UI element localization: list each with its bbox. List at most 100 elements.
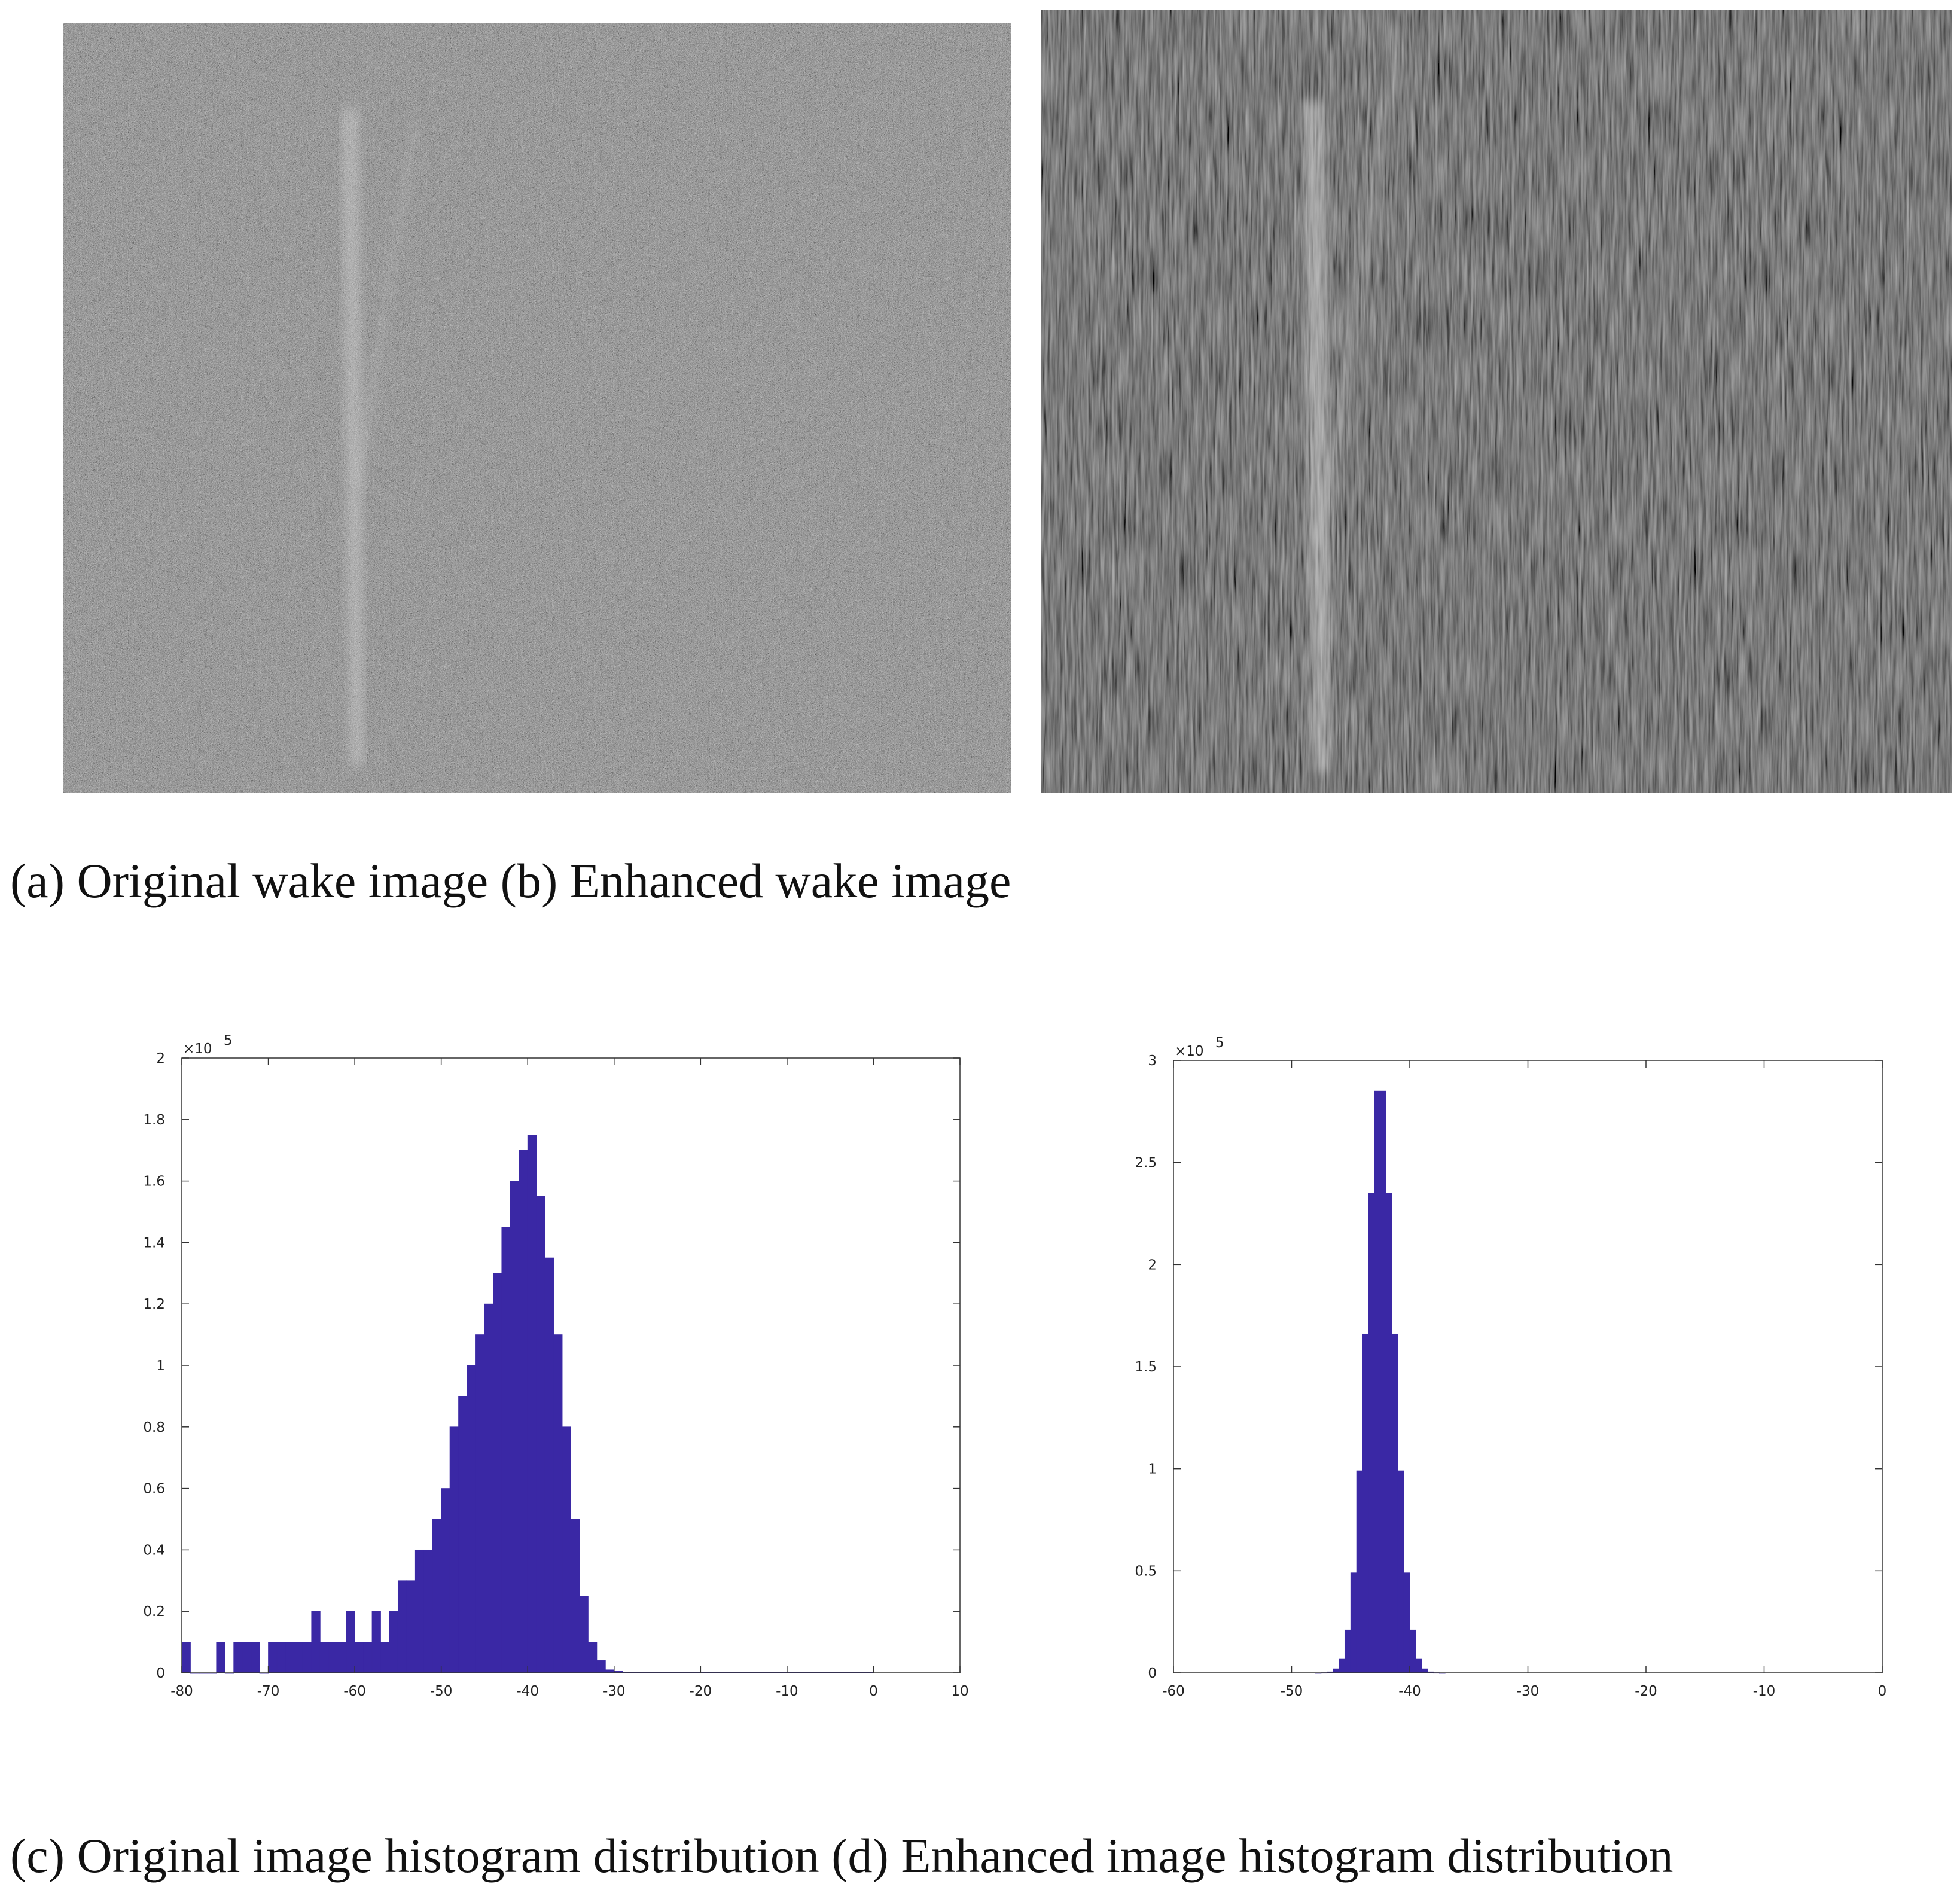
histogram-bar	[527, 1135, 537, 1673]
histogram-bar	[1374, 1090, 1381, 1673]
caption-bottom: (c) Original image histogram distributio…	[10, 1828, 1674, 1883]
histogram-bar	[285, 1642, 295, 1673]
y-tick-label: 2	[156, 1051, 165, 1066]
y-tick-label: 0.5	[1135, 1563, 1157, 1579]
histogram-bar	[414, 1549, 425, 1673]
histogram-bar	[1409, 1629, 1416, 1673]
histogram-bar	[458, 1395, 468, 1673]
histogram-bar	[441, 1488, 450, 1673]
y-tick-label: 3	[1148, 1053, 1157, 1069]
histogram-bar	[337, 1642, 347, 1673]
x-tick-label: -20	[690, 1684, 712, 1699]
x-tick-label: -40	[1398, 1684, 1421, 1699]
histogram-bar	[501, 1227, 511, 1673]
histogram-bar	[216, 1642, 225, 1673]
x-tick-label: -70	[257, 1684, 280, 1699]
y-tick-label: 0.6	[143, 1481, 165, 1497]
histogram-bar	[371, 1611, 381, 1673]
histogram-bar	[1344, 1629, 1351, 1673]
histogram-bar	[449, 1426, 459, 1673]
x-tick-label: 10	[951, 1684, 968, 1699]
y-tick-label: 1	[156, 1358, 165, 1374]
histogram-bar	[294, 1642, 303, 1673]
histogram-bar	[536, 1196, 545, 1673]
y-tick-label: 0.2	[143, 1604, 165, 1620]
histogram-bar	[251, 1642, 260, 1673]
histogram-bar	[242, 1642, 252, 1673]
y-multiplier-exponent: 5	[1215, 1035, 1224, 1051]
histogram-bar	[1350, 1572, 1357, 1673]
histogram-bar	[181, 1642, 191, 1673]
histogram-bar	[311, 1611, 321, 1673]
histogram-bar	[354, 1642, 364, 1673]
histogram-bar	[1362, 1333, 1369, 1673]
x-tick-label: -30	[603, 1684, 626, 1699]
y-tick-label: 0	[1148, 1666, 1157, 1681]
histogram-bar	[605, 1669, 615, 1673]
x-tick-label: -40	[516, 1684, 539, 1699]
histogram-bar	[397, 1580, 407, 1673]
histogram-bar	[1403, 1572, 1410, 1673]
y-multiplier-exponent: 5	[224, 1033, 233, 1048]
histogram-bar	[406, 1580, 416, 1673]
x-tick-label: -20	[1635, 1684, 1657, 1699]
histogram-bar	[276, 1642, 286, 1673]
x-tick-label: -10	[1753, 1684, 1776, 1699]
histogram-bar	[596, 1660, 606, 1673]
plot-frame	[1173, 1060, 1883, 1673]
histogram-bar	[432, 1519, 442, 1673]
y-tick-label: 2.5	[1135, 1156, 1157, 1171]
histogram-bar	[544, 1257, 554, 1673]
x-tick-label: -60	[1162, 1684, 1185, 1699]
y-tick-label: 1.6	[143, 1174, 165, 1190]
x-tick-label: -60	[343, 1684, 366, 1699]
histogram-bar	[510, 1181, 520, 1673]
y-multiplier: ×10	[183, 1041, 212, 1057]
y-tick-label: 1.4	[143, 1235, 165, 1251]
x-tick-label: -80	[170, 1684, 193, 1699]
histogram-bar	[302, 1642, 312, 1673]
histogram-bar	[268, 1642, 278, 1673]
x-tick-label: 0	[869, 1684, 878, 1699]
histogram-bar	[1421, 1668, 1428, 1673]
histogram-bar	[493, 1273, 502, 1673]
x-tick-label: -10	[776, 1684, 798, 1699]
histogram-bar	[475, 1334, 485, 1673]
caption-top: (a) Original wake image (b) Enhanced wak…	[10, 853, 1011, 908]
histogram-bar	[588, 1642, 598, 1673]
y-multiplier: ×10	[1175, 1044, 1204, 1059]
y-tick-label: 1.2	[143, 1297, 165, 1312]
enhanced-wake-image	[1041, 10, 1952, 793]
histogram-bar	[1386, 1193, 1392, 1673]
histogram-bar	[484, 1303, 493, 1673]
histogram-bar	[233, 1642, 243, 1673]
y-tick-label: 1.5	[1135, 1359, 1157, 1375]
y-tick-label: 1	[1148, 1462, 1157, 1477]
histogram-bar	[571, 1519, 580, 1673]
histogram-bar	[579, 1596, 589, 1673]
x-tick-label: -30	[1517, 1684, 1540, 1699]
y-tick-label: 1.8	[143, 1112, 165, 1128]
histogram-bar	[319, 1642, 330, 1673]
histogram-bar	[519, 1150, 528, 1673]
histogram-bar	[1415, 1658, 1422, 1673]
y-tick-label: 0.4	[143, 1543, 165, 1558]
x-tick-label: -50	[430, 1684, 453, 1699]
x-tick-label: -50	[1281, 1684, 1303, 1699]
y-tick-label: 2	[1148, 1257, 1157, 1273]
histogram-bar	[1356, 1470, 1363, 1673]
y-tick-label: 0.8	[143, 1420, 165, 1435]
histogram-bar	[346, 1611, 355, 1673]
histogram-bar	[328, 1642, 338, 1673]
histogram-bar	[363, 1642, 373, 1673]
histogram-bar	[1397, 1470, 1404, 1673]
original-wake-image	[63, 23, 1011, 793]
histogram-bar	[1380, 1090, 1386, 1673]
histogram-bar	[562, 1426, 571, 1673]
histogram-bar	[1391, 1333, 1398, 1673]
histogram-bar	[380, 1642, 390, 1673]
histogram-bar	[389, 1611, 398, 1673]
histogram-bar	[423, 1549, 433, 1673]
histogram-bar	[1339, 1658, 1345, 1673]
